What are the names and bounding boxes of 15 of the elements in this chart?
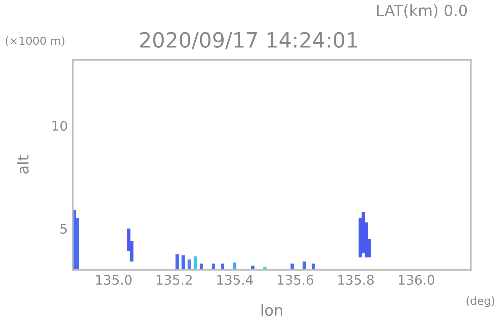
y-tick-label: 5 [60,224,67,234]
chart-subtitle: LAT(km) 0.0 [377,4,468,18]
text: (deg) [466,296,495,308]
x-axis-title: lon [262,304,282,316]
bar [362,212,366,254]
text: (×1000 m) [6,36,65,47]
x-tick-label: 135.0 [96,275,132,286]
y-tick-label: 10 [52,121,68,132]
x-tick-label: 135.4 [217,275,254,286]
chart-title: 2020/09/17 14:24:01 [140,32,358,50]
y-axis-title: alt [17,156,29,174]
x-tick-label: 136.0 [399,275,435,286]
x-tick-label: 135.6 [278,275,314,286]
x-tick-label: 135.2 [156,275,192,286]
x-tick-label: 135.8 [338,275,374,286]
